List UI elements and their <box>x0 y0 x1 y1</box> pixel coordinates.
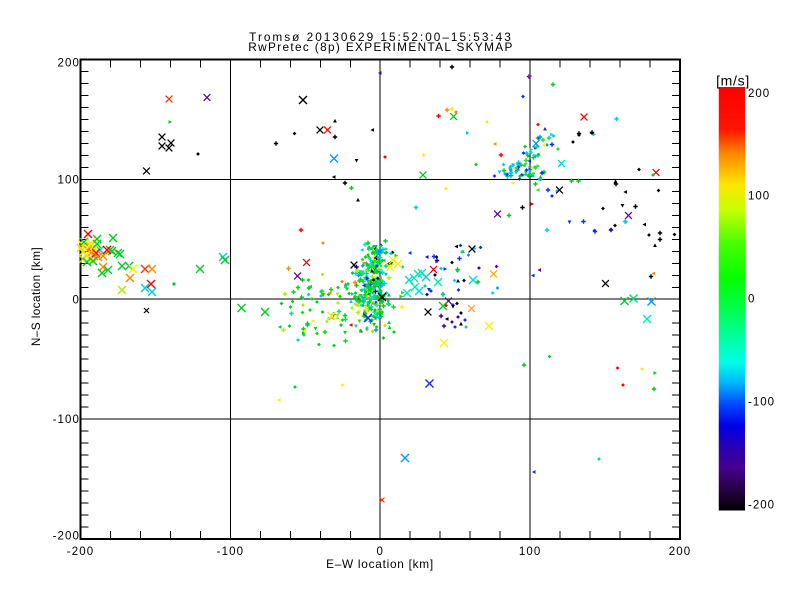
svg-text:-200: -200 <box>53 531 80 543</box>
svg-text:0: 0 <box>748 294 755 306</box>
svg-text:200: 200 <box>58 58 81 70</box>
svg-text:-100: -100 <box>748 397 775 409</box>
svg-text:-100: -100 <box>217 546 244 558</box>
svg-text:[m/s]: [m/s] <box>716 73 750 89</box>
svg-text:-200: -200 <box>748 499 775 511</box>
svg-text:0: 0 <box>73 294 81 306</box>
svg-text:100: 100 <box>519 546 542 558</box>
svg-text:Tromsø 20130629 15:52:00–15:53: Tromsø 20130629 15:52:00–15:53:43 <box>249 30 513 44</box>
svg-text:N–S location [km]: N–S location [km] <box>29 247 43 346</box>
svg-text:0: 0 <box>377 546 385 558</box>
svg-text:200: 200 <box>669 546 692 558</box>
svg-text:200: 200 <box>748 88 770 100</box>
svg-text:-200: -200 <box>67 546 94 558</box>
svg-text:RwPretec (8p) EXPERIMENTAL SKY: RwPretec (8p) EXPERIMENTAL SKYMAP <box>248 40 513 54</box>
svg-text:-100: -100 <box>53 414 80 426</box>
svg-text:E–W location [km]: E–W location [km] <box>326 557 434 571</box>
svg-text:100: 100 <box>748 191 770 203</box>
svg-text:100: 100 <box>58 174 81 186</box>
